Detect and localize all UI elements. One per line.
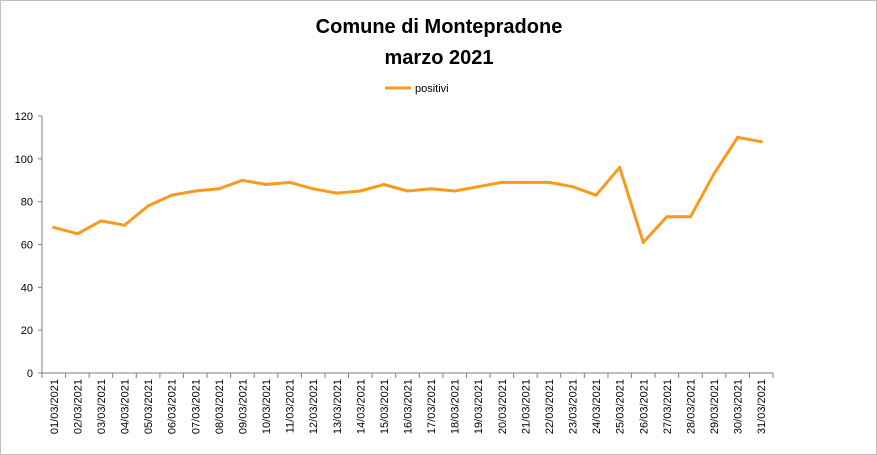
data-point [335,191,339,195]
data-point [358,189,362,193]
x-tick-label: 08/03/2021 [214,379,226,434]
data-point [712,172,716,176]
data-point [523,180,527,184]
x-tick-label: 04/03/2021 [120,379,132,434]
x-tick-label: 29/03/2021 [709,379,721,434]
x-tick-label: 07/03/2021 [190,379,202,434]
x-tick-label: 05/03/2021 [143,379,155,434]
legend-label-positivi: positivi [415,83,449,95]
data-point [217,187,221,191]
x-tick-label: 25/03/2021 [615,379,627,434]
x-tick-label: 10/03/2021 [261,379,273,434]
data-point [311,187,315,191]
x-tick-label: 12/03/2021 [308,379,320,434]
x-tick-label: 26/03/2021 [638,379,650,434]
data-point [382,183,386,187]
x-tick-label: 22/03/2021 [544,379,556,434]
data-point [406,189,409,193]
data-point [759,140,763,144]
data-point [500,180,504,184]
x-tick-label: 09/03/2021 [237,379,249,434]
x-tick-label: 24/03/2021 [591,379,603,434]
x-tick-label: 02/03/2021 [72,379,84,434]
y-tick-label: 100 [15,154,33,166]
chart-title-line-1: Comune di Montepradone [316,16,563,38]
x-tick-label: 19/03/2021 [473,379,485,434]
data-point [547,180,551,184]
x-axis: 01/03/2021 02/03/2021 03/03/2021 04/03/2021… [41,372,774,434]
y-tick-label: 60 [21,240,33,252]
x-tick-label: 15/03/2021 [379,379,391,434]
x-tick-label: 06/03/2021 [167,379,179,434]
chart-title-line-2: marzo 2021 [385,47,494,69]
data-point [264,183,268,187]
data-point [618,165,622,169]
y-tick-label: 40 [21,282,33,294]
x-tick-label: 28/03/2021 [685,379,697,434]
data-point [688,215,692,219]
data-point [571,185,575,189]
data-point [453,189,457,193]
data-point [52,225,56,229]
y-tick-label: 0 [27,368,33,380]
y-tick-label: 120 [15,111,33,123]
x-tick-label: 20/03/2021 [497,379,509,434]
y-tick-label: 80 [21,197,33,209]
x-tick-label: 03/03/2021 [96,379,108,434]
data-point [429,187,433,191]
x-tick-label: 18/03/2021 [450,379,462,434]
x-tick-label: 13/03/2021 [332,379,344,434]
data-point [193,189,197,193]
data-point [99,219,103,223]
data-point [476,185,480,189]
x-tick-label: 31/03/2021 [756,379,768,434]
data-point [736,135,740,139]
x-tick-label: 17/03/2021 [426,379,438,434]
x-tick-label: 16/03/2021 [403,379,415,434]
data-point [75,232,79,236]
data-point [123,223,127,227]
x-tick-label: 14/03/2021 [355,379,367,434]
data-point [288,180,292,184]
data-point [641,240,645,244]
x-tick-label: 11/03/2021 [285,379,297,433]
data-point [240,178,244,182]
data-point [665,215,669,219]
x-tick-label: 30/03/2021 [733,379,745,434]
x-tick-label: 23/03/2021 [568,379,580,434]
data-point [170,193,174,197]
x-tick-label: 21/03/2021 [520,379,532,434]
x-tick-label: 01/03/2021 [49,379,61,434]
legend: positivi [385,83,449,95]
data-point [594,193,598,197]
x-tick-label: 27/03/2021 [662,379,674,434]
series-layer [52,135,763,244]
data-point [146,204,150,208]
y-tick-label: 20 [21,325,33,337]
y-axis: 0 20 40 60 80 100 120 [15,111,43,380]
